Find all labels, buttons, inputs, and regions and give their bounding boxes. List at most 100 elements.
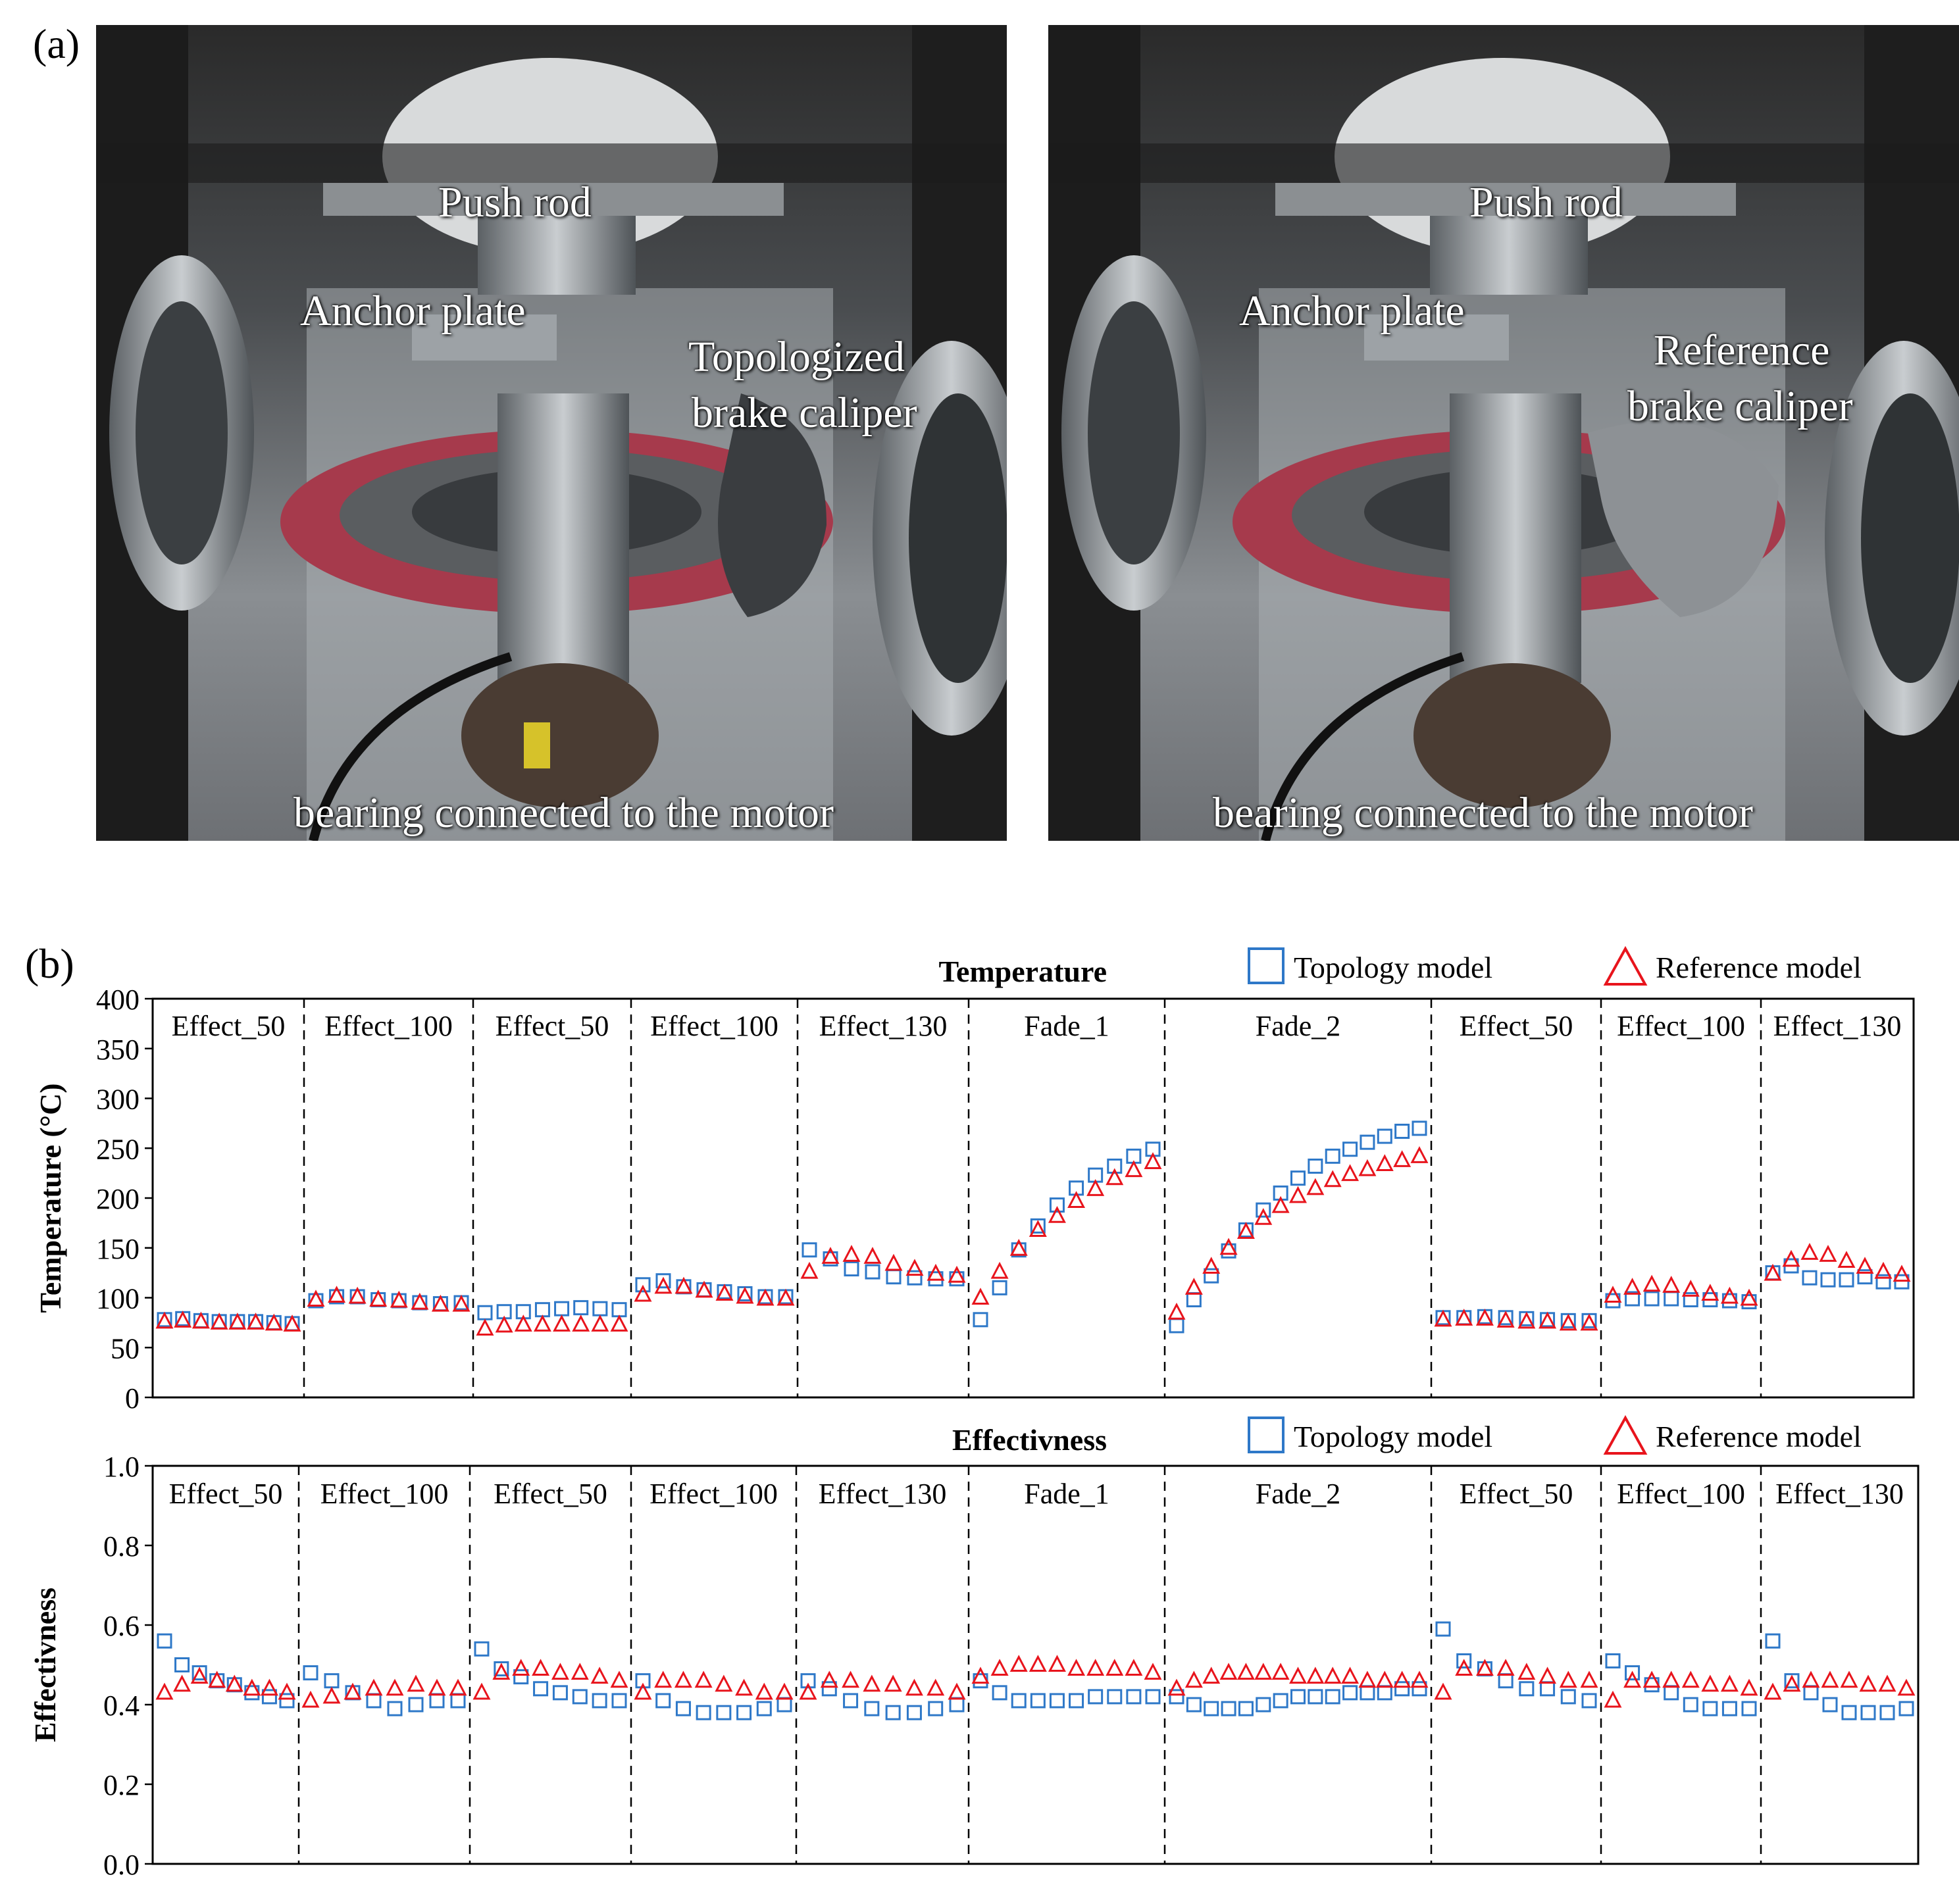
data-point-topology: [1702, 1701, 1718, 1716]
data-point-reference: [1434, 1309, 1452, 1327]
data-point-reference: [1393, 1150, 1412, 1167]
data-point-topology: [844, 1261, 859, 1277]
data-point-topology: [1204, 1701, 1219, 1716]
data-point-topology: [552, 1685, 568, 1701]
data-point-reference: [1410, 1670, 1429, 1688]
data-point-reference: [1840, 1670, 1858, 1688]
label-caliper-line2: brake caliper: [692, 389, 917, 437]
data-point-topology: [174, 1657, 190, 1672]
data-point-reference: [210, 1313, 228, 1330]
data-point-reference: [1434, 1682, 1452, 1700]
data-point-reference: [1856, 1257, 1874, 1274]
data-point-topology: [387, 1701, 403, 1716]
data-point-topology: [1011, 1693, 1027, 1709]
data-point-reference: [674, 1670, 692, 1688]
data-point-topology: [324, 1673, 340, 1689]
data-point-reference: [590, 1666, 609, 1684]
data-point-reference: [1289, 1186, 1307, 1203]
legend-reference-label: Reference model: [1656, 1420, 1862, 1453]
legend-topology-label: Topology model: [1294, 1420, 1492, 1453]
data-point-topology: [191, 1665, 207, 1681]
data-point-topology: [1238, 1701, 1254, 1716]
data-point-topology: [1412, 1681, 1427, 1697]
data-point-topology: [1204, 1268, 1219, 1284]
photo-reference-caliper: Push rod Anchor plate Reference brake ca…: [1048, 25, 1959, 841]
data-point-topology: [1560, 1689, 1576, 1705]
data-point-topology: [1625, 1291, 1641, 1307]
data-point-reference: [343, 1682, 362, 1700]
data-point-topology: [1784, 1673, 1800, 1689]
y-axis-label: Effectivness: [28, 1588, 62, 1742]
data-point-reference: [307, 1290, 325, 1307]
data-point-reference: [654, 1670, 673, 1688]
data-point-reference: [1496, 1311, 1515, 1328]
data-point-reference: [927, 1263, 945, 1281]
data-point-topology: [1256, 1202, 1271, 1218]
y-tick-label: 50: [111, 1332, 140, 1365]
label-push-rod: Push rod: [438, 178, 592, 226]
data-point-reference: [1642, 1670, 1661, 1688]
data-point-reference: [694, 1670, 713, 1688]
data-point-topology: [366, 1693, 382, 1709]
data-point-reference: [755, 1682, 773, 1700]
data-point-topology: [928, 1701, 944, 1716]
data-point-reference: [1681, 1280, 1700, 1297]
data-point-reference: [884, 1253, 903, 1271]
data-point-topology: [1221, 1701, 1236, 1716]
segment-label: Effect_50: [496, 1010, 609, 1042]
data-point-reference: [674, 1276, 693, 1294]
data-point-topology: [973, 1312, 988, 1328]
data-point-topology: [776, 1697, 792, 1713]
label-caliper-line1: Topologized: [688, 333, 905, 381]
data-point-topology: [1049, 1197, 1065, 1213]
data-point-reference: [476, 1318, 494, 1336]
y-tick-label: 100: [96, 1283, 140, 1315]
data-point-topology: [801, 1242, 817, 1258]
data-point-reference: [265, 1313, 283, 1331]
data-point-reference: [1740, 1288, 1758, 1306]
test-rig-photo-illustration: [1048, 25, 1959, 841]
data-point-topology: [572, 1689, 588, 1705]
data-point-reference: [1067, 1659, 1086, 1676]
data-point-topology: [886, 1269, 902, 1285]
data-point-topology: [907, 1270, 923, 1286]
data-point-reference: [654, 1276, 673, 1294]
y-tick-label: 0.2: [103, 1769, 140, 1801]
data-point-reference: [512, 1659, 530, 1676]
data-point-reference: [492, 1663, 511, 1680]
label-caliper-line2: brake caliper: [1627, 382, 1853, 430]
data-point-reference: [715, 1674, 733, 1692]
data-point-reference: [1144, 1663, 1162, 1680]
data-point-reference: [1289, 1666, 1307, 1684]
data-point-reference: [1800, 1243, 1819, 1260]
data-point-topology: [1126, 1689, 1142, 1705]
data-point-reference: [1764, 1263, 1782, 1281]
segment-label: Fade_1: [1024, 1478, 1109, 1510]
data-point-topology: [1412, 1120, 1427, 1136]
data-point-reference: [191, 1311, 210, 1329]
y-tick-label: 0.6: [103, 1610, 140, 1642]
data-point-topology: [1107, 1159, 1123, 1174]
data-point-reference: [1009, 1655, 1028, 1672]
data-point-topology: [1860, 1705, 1876, 1720]
data-point-reference: [1271, 1663, 1290, 1680]
data-point-reference: [1086, 1179, 1105, 1196]
data-point-topology: [157, 1633, 172, 1649]
data-point-topology: [1625, 1665, 1641, 1681]
data-point-reference: [1517, 1311, 1536, 1329]
data-point-reference: [842, 1670, 860, 1688]
data-point-topology: [1030, 1693, 1046, 1709]
data-point-topology: [906, 1705, 922, 1720]
data-point-reference: [1802, 1670, 1820, 1688]
data-point-topology: [1879, 1705, 1895, 1720]
legend-square-icon: [1248, 947, 1285, 984]
data-point-reference: [1375, 1154, 1394, 1171]
data-point-reference: [407, 1674, 425, 1692]
data-point-topology: [800, 1673, 816, 1689]
segment-label: Fade_1: [1024, 1010, 1109, 1042]
data-point-topology: [1107, 1689, 1123, 1705]
segment-label: Effect_130: [819, 1478, 947, 1510]
data-point-reference: [842, 1245, 861, 1262]
data-point-reference: [1125, 1160, 1143, 1178]
data-point-reference: [927, 1678, 945, 1696]
